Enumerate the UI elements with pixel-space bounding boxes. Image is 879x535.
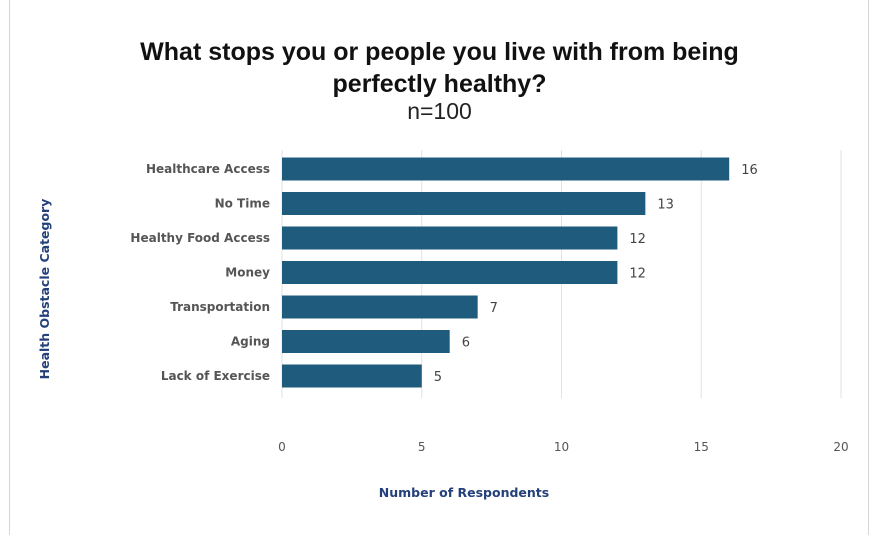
chart-title-line-2: perfectly healthy? xyxy=(332,70,547,98)
x-tick-label: 0 xyxy=(278,440,286,454)
x-tick-labels: 0 5 10 15 20 xyxy=(278,440,848,454)
y-axis-label: Health Obstacle Category xyxy=(37,199,52,380)
category-label: Aging xyxy=(231,335,270,349)
bar xyxy=(282,192,646,215)
value-label: 7 xyxy=(490,301,498,316)
category-label: Healthcare Access xyxy=(146,162,270,176)
bar xyxy=(282,330,450,353)
chart-subtitle: n=100 xyxy=(407,98,472,124)
value-label: 13 xyxy=(657,198,674,213)
value-label: 16 xyxy=(741,163,758,178)
category-label: No Time xyxy=(215,197,270,211)
category-label: Money xyxy=(225,266,270,280)
x-tick-label: 15 xyxy=(694,440,709,454)
value-labels: 16 13 12 12 7 6 5 xyxy=(434,163,758,385)
bars xyxy=(282,157,730,388)
bar xyxy=(282,261,618,284)
x-axis-label: Number of Respondents xyxy=(379,485,549,500)
value-label: 12 xyxy=(629,267,646,282)
chart-title: What stops you or people you live with f… xyxy=(0,36,879,100)
value-label: 5 xyxy=(434,370,442,385)
category-label: Lack of Exercise xyxy=(161,369,270,383)
bar xyxy=(282,226,618,250)
category-label: Transportation xyxy=(170,300,270,314)
bar xyxy=(282,364,422,388)
value-label: 6 xyxy=(462,336,470,351)
category-labels: Healthcare Access No Time Healthy Food Acc… xyxy=(130,162,270,383)
x-tick-label: 20 xyxy=(833,440,848,454)
x-tick-label: 5 xyxy=(418,440,426,454)
value-label: 12 xyxy=(629,232,646,247)
x-tick-label: 10 xyxy=(554,440,569,454)
bar xyxy=(282,295,478,319)
bar xyxy=(282,157,730,181)
chart-title-line-1: What stops you or people you live with f… xyxy=(140,38,739,66)
category-label: Healthy Food Access xyxy=(130,231,270,245)
